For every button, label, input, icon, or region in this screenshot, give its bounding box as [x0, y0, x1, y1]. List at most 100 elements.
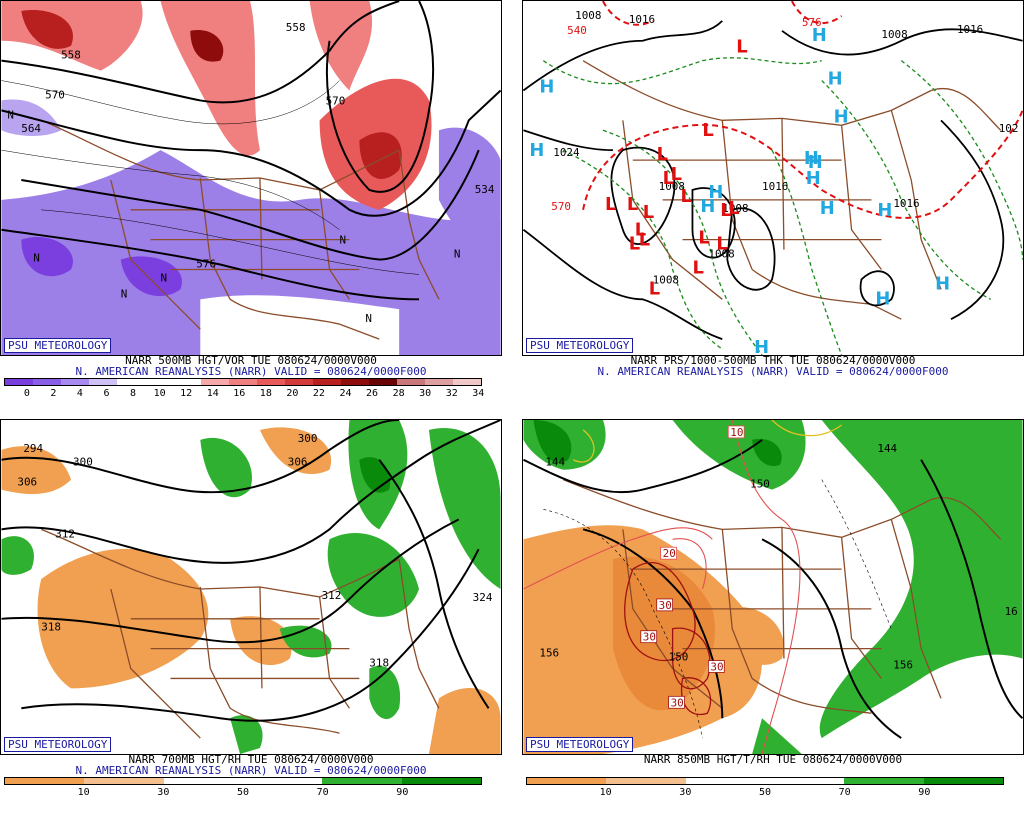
contour-label: 570 — [45, 88, 65, 101]
colorbar-segment — [229, 379, 257, 385]
psu-meteorology-badge: PSU METEOROLOGY — [526, 338, 634, 353]
high-pressure-marker: H — [877, 200, 892, 221]
panel-title-line: NARR PRS/1000-500MB THK TUE 080624/0000V… — [630, 354, 916, 367]
psu-meteorology-badge: PSU METEOROLOGY — [4, 737, 112, 752]
low-pressure-marker: L — [639, 230, 650, 251]
low-pressure-marker: L — [627, 194, 638, 215]
colorbar-segment — [844, 778, 924, 784]
panel-title-line: NARR 500MB HGT/VOR TUE 080624/0000V000 — [125, 354, 377, 367]
colorbar-tick-label: 10 — [77, 787, 90, 798]
colorbar-segment — [117, 379, 145, 385]
psu-meteorology-badge: PSU METEOROLOGY — [4, 338, 112, 353]
isobar-label: 1008 — [722, 202, 748, 215]
colorbar-segment — [764, 778, 845, 784]
contour-label: 558 — [286, 21, 306, 34]
colorbar-tick-label: 28 — [392, 388, 405, 399]
vort-label: N — [365, 312, 372, 325]
panel-title-line: NARR 700MB HGT/RH TUE 080624/0000V000 — [128, 753, 374, 766]
low-pressure-marker: L — [692, 257, 703, 278]
panel-pressure-thickness: 1008 1016 1008 1016 1024 1008 1016 1008 … — [522, 0, 1024, 400]
colorbar-segment — [527, 778, 607, 784]
isobar-label: 1008 — [653, 273, 679, 286]
high-pressure-marker: H — [834, 106, 849, 127]
isobar-label: 1008 — [659, 180, 685, 193]
temp-label: 30 — [710, 661, 723, 674]
high-pressure-marker: H — [708, 182, 723, 203]
colorbar-tick-label: 0 — [23, 388, 30, 399]
isobar-label: 1008 — [708, 248, 734, 261]
vort-label: N — [121, 287, 128, 300]
temp-label: 10 — [730, 426, 743, 439]
colorbar-tick-label: 16 — [233, 388, 246, 399]
rh-colorbar-ticks: 10 30 50 70 90 — [4, 787, 482, 799]
contour-label: 324 — [473, 591, 493, 604]
high-pressure-marker: H — [804, 148, 819, 169]
contour-label: 300 — [298, 432, 318, 445]
contour-label: 570 — [326, 94, 346, 107]
colorbar-tick-label: 14 — [206, 388, 219, 399]
contour-label: 300 — [73, 456, 93, 469]
contour-label: 144 — [877, 442, 897, 455]
contour-label: 576 — [196, 257, 216, 270]
low-pressure-marker: L — [635, 220, 646, 241]
colorbar-tick-label: 10 — [599, 787, 612, 798]
high-pressure-marker: H — [935, 273, 950, 294]
colorbar-segment — [201, 379, 229, 385]
colorbar-segment — [84, 778, 164, 784]
low-pressure-marker: L — [728, 198, 739, 219]
temp-label: 30 — [659, 599, 672, 612]
colorbar-segment — [33, 379, 61, 385]
colorbar-segment — [425, 379, 453, 385]
vort-label: N — [7, 108, 14, 121]
rh-colorbar — [526, 777, 1004, 785]
colorbar-tick-label: 6 — [103, 388, 110, 399]
contour-label: 564 — [21, 122, 41, 135]
map-500mb-graphic: 558 570 570 558 534 564 576 N N N N N N … — [1, 1, 501, 355]
colorbar-tick-label: 8 — [130, 388, 137, 399]
colorbar-segment — [453, 379, 481, 385]
psu-meteorology-badge: PSU METEOROLOGY — [526, 737, 634, 752]
isobar-label: 1016 — [957, 23, 983, 36]
isobar-label: 1016 — [762, 180, 788, 193]
high-pressure-marker: H — [700, 196, 715, 217]
low-pressure-marker: L — [663, 168, 674, 189]
contour-label: 312 — [322, 589, 342, 602]
map-700mb-graphic: 294 300 306 300 306 312 318 312 318 324 — [1, 420, 501, 754]
colorbar-tick-label: 90 — [918, 787, 931, 798]
colorbar-segment — [163, 778, 243, 784]
colorbar-tick-label: 24 — [339, 388, 352, 399]
colorbar-tick-label: 30 — [679, 787, 692, 798]
panel-source-line: N. AMERICAN REANALYSIS (NARR) VALID = 08… — [597, 365, 949, 378]
colorbar-segment — [341, 379, 369, 385]
colorbar-tick-label: 32 — [445, 388, 458, 399]
low-pressure-marker: L — [671, 164, 682, 185]
colorbar-tick-label: 34 — [472, 388, 485, 399]
colorbar-tick-label: 30 — [157, 787, 170, 798]
vort-label: N — [33, 252, 40, 265]
colorbar-segment — [369, 379, 397, 385]
high-pressure-marker: H — [808, 152, 823, 173]
colorbar-segment — [397, 379, 425, 385]
panel-850mb: 144 150 144 150 156 156 16 10 20 30 30 3… — [522, 419, 1024, 819]
contour-label: 318 — [41, 621, 61, 634]
contour-label: 16 — [1005, 605, 1018, 618]
colorbar-tick-label: 10 — [153, 388, 166, 399]
high-pressure-marker: H — [529, 140, 544, 161]
low-pressure-marker: L — [681, 186, 692, 207]
colorbar-segment — [5, 379, 33, 385]
colorbar-tick-label: 26 — [366, 388, 379, 399]
high-pressure-marker: H — [806, 168, 821, 189]
thickness-label: 570 — [551, 200, 571, 213]
colorbar-tick-label: 20 — [286, 388, 299, 399]
colorbar-segment — [322, 778, 402, 784]
high-pressure-marker: H — [754, 337, 769, 355]
map-700mb: 294 300 306 300 306 312 318 312 318 324 … — [0, 419, 502, 755]
panel-title-line: NARR 850MB HGT/T/RH TUE 080624/0000V000 — [643, 753, 903, 766]
low-pressure-marker: L — [698, 228, 709, 249]
low-pressure-marker: L — [716, 234, 727, 255]
colorbar-segment — [285, 379, 313, 385]
high-pressure-marker: H — [812, 25, 827, 46]
contour-label: 150 — [669, 651, 689, 664]
isobar-label: 1024 — [553, 146, 580, 159]
thickness-label: 576 — [802, 16, 822, 29]
